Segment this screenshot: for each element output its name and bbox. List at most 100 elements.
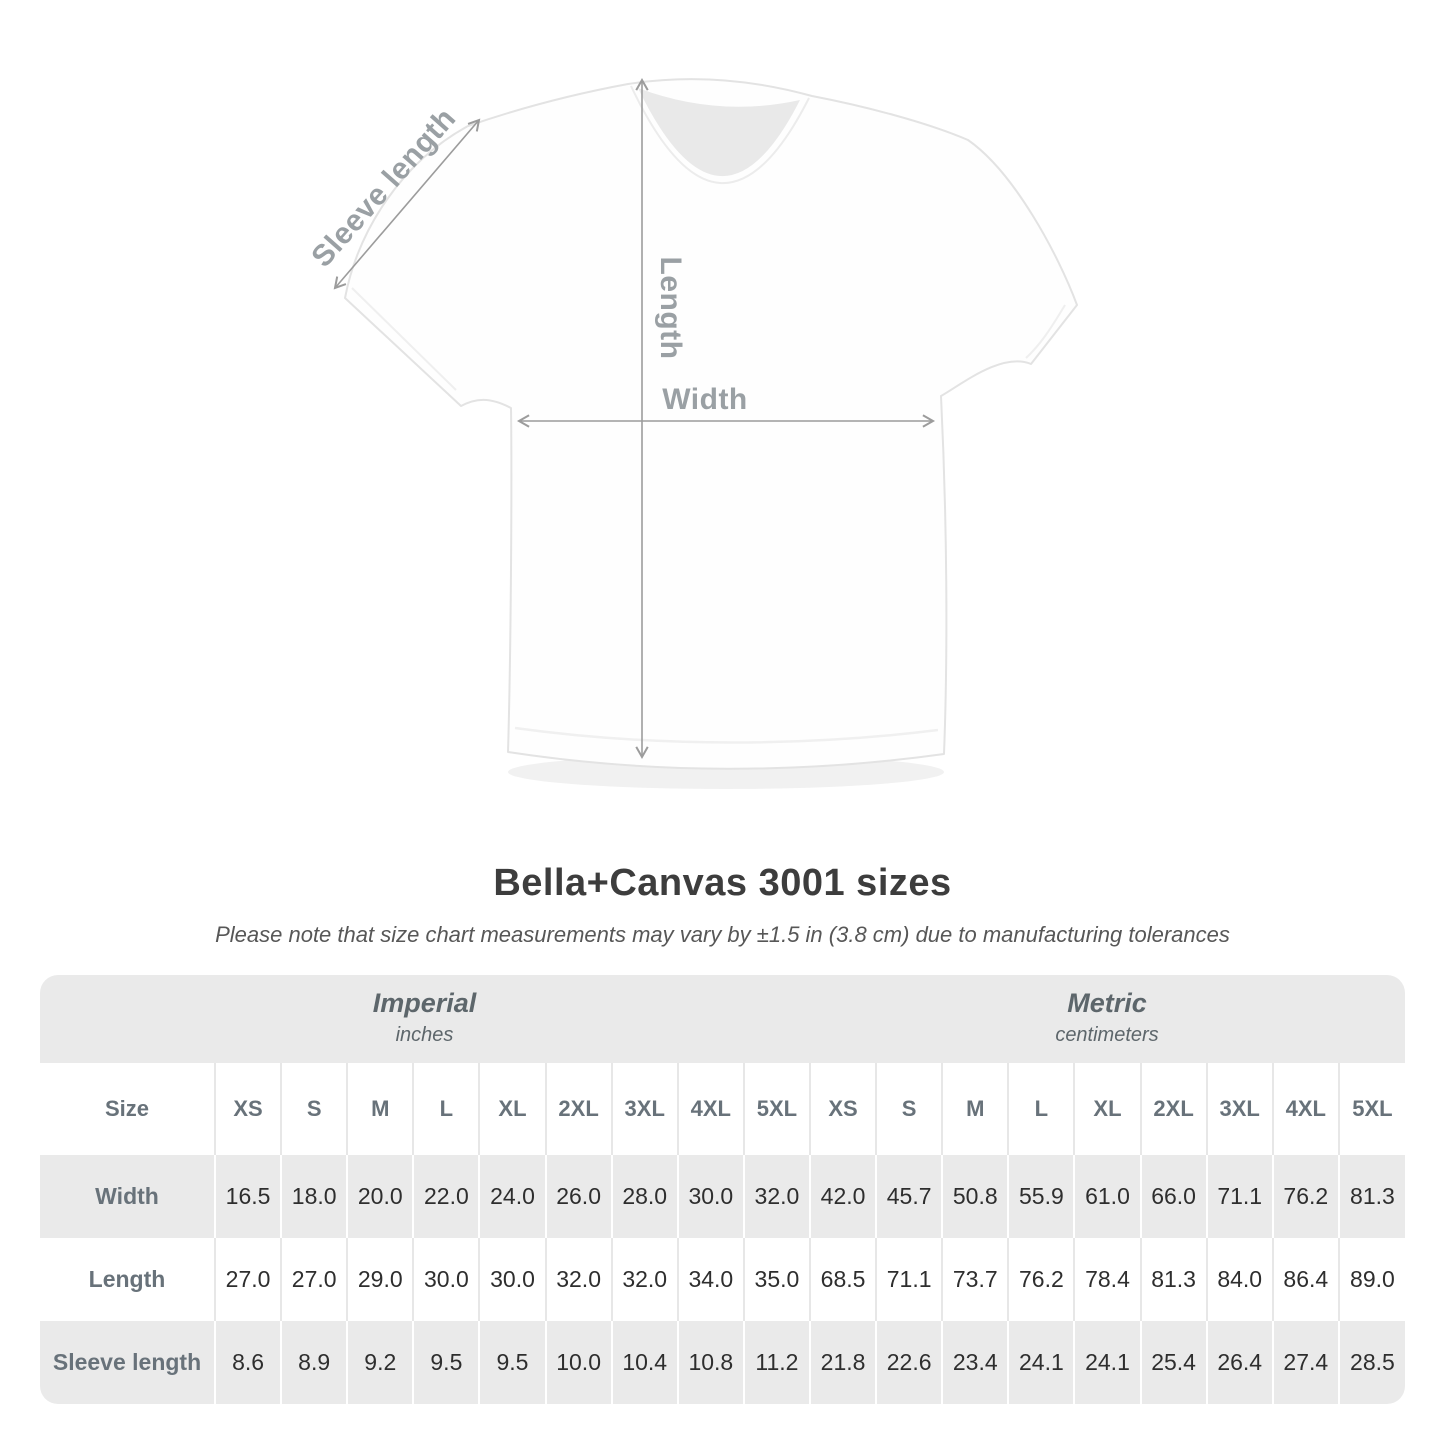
size-header-cell: XS xyxy=(213,1063,282,1155)
value-cell: 30.0 xyxy=(478,1238,546,1321)
row-label-cell: Width xyxy=(95,1183,159,1209)
value-cell: 9.5 xyxy=(478,1321,546,1404)
imperial-header: Imperial inches xyxy=(40,975,809,1063)
value-cell: 24.1 xyxy=(1007,1321,1075,1404)
unit-header-band: Imperial inches Metric centimeters xyxy=(40,975,1405,1063)
value-cell: 42.0 xyxy=(808,1155,877,1238)
value-cell: 76.2 xyxy=(1007,1238,1075,1321)
value-cell: 29.0 xyxy=(346,1238,414,1321)
value-cell: 18.0 xyxy=(280,1155,348,1238)
size-header-cell: 4XL xyxy=(1271,1063,1339,1155)
value-cell: 22.6 xyxy=(875,1321,943,1404)
value-cell: 50.8 xyxy=(941,1155,1009,1238)
value-cell: 71.1 xyxy=(875,1238,943,1321)
size-header-cell: L xyxy=(412,1063,480,1155)
value-cell: 10.0 xyxy=(544,1321,612,1404)
collar-seam xyxy=(630,85,810,185)
row-label-cell: Length xyxy=(88,1266,166,1292)
value-cell: 27.4 xyxy=(1271,1321,1339,1404)
value-cell: 45.7 xyxy=(875,1155,943,1238)
value-cell: 8.6 xyxy=(213,1321,282,1404)
size-header-cell: M xyxy=(941,1063,1009,1155)
value-cell: 30.0 xyxy=(676,1155,744,1238)
value-cell: 9.5 xyxy=(412,1321,480,1404)
page-title: Bella+Canvas 3001 sizes xyxy=(493,862,952,904)
right-sleeve-hem xyxy=(1025,304,1066,359)
value-cell: 71.1 xyxy=(1205,1155,1273,1238)
value-cell: 86.4 xyxy=(1271,1238,1339,1321)
size-header-row: Size XS S M L XL 2XL 3XL 4XL 5XL XS S M … xyxy=(40,1063,1405,1155)
size-header-cell: 3XL xyxy=(610,1063,678,1155)
value-cell: 55.9 xyxy=(1007,1155,1075,1238)
value-cell: 26.4 xyxy=(1205,1321,1273,1404)
size-table: Imperial inches Metric centimeters Size … xyxy=(40,975,1405,1404)
value-cell: 23.4 xyxy=(941,1321,1009,1404)
value-cell: 32.0 xyxy=(544,1238,612,1321)
size-header-cell: L xyxy=(1007,1063,1075,1155)
length-row: Length 27.0 27.0 29.0 30.0 30.0 32.0 32.… xyxy=(40,1238,1405,1321)
metric-title: Metric xyxy=(1067,988,1147,1018)
value-cell: 76.2 xyxy=(1271,1155,1339,1238)
sleeve-length-arrow xyxy=(333,118,481,290)
value-cell: 81.3 xyxy=(1337,1155,1405,1238)
value-cell: 66.0 xyxy=(1139,1155,1207,1238)
size-header-cell: 5XL xyxy=(1337,1063,1405,1155)
size-header-cell: XS xyxy=(808,1063,877,1155)
tshirt-measurement-diagram: Sleeve length Length Width xyxy=(305,77,1078,789)
value-cell: 11.2 xyxy=(742,1321,810,1404)
size-header-cell: S xyxy=(875,1063,943,1155)
value-cell: 84.0 xyxy=(1205,1238,1273,1321)
value-cell: 73.7 xyxy=(941,1238,1009,1321)
value-cell: 34.0 xyxy=(676,1238,744,1321)
value-cell: 32.0 xyxy=(610,1238,678,1321)
value-cell: 27.0 xyxy=(213,1238,282,1321)
value-cell: 24.1 xyxy=(1073,1321,1141,1404)
value-cell: 30.0 xyxy=(412,1238,480,1321)
page-subtitle: Please note that size chart measurements… xyxy=(215,922,1230,947)
size-header-cell: 4XL xyxy=(676,1063,744,1155)
value-cell: 26.0 xyxy=(544,1155,612,1238)
value-cell: 81.3 xyxy=(1139,1238,1207,1321)
value-cell: 32.0 xyxy=(742,1155,810,1238)
width-row: Width 16.5 18.0 20.0 22.0 24.0 26.0 28.0… xyxy=(40,1155,1405,1238)
metric-header: Metric centimeters xyxy=(809,975,1405,1063)
value-cell: 61.0 xyxy=(1073,1155,1141,1238)
size-header-cell: 2XL xyxy=(1139,1063,1207,1155)
value-cell: 35.0 xyxy=(742,1238,810,1321)
imperial-unit: inches xyxy=(395,1024,454,1046)
row-label-cell: Sleeve length xyxy=(52,1349,202,1375)
value-cell: 68.5 xyxy=(808,1238,877,1321)
size-header-cell: 2XL xyxy=(544,1063,612,1155)
value-cell: 28.0 xyxy=(610,1155,678,1238)
value-cell: 21.8 xyxy=(808,1321,877,1404)
value-cell: 27.0 xyxy=(280,1238,348,1321)
value-cell: 89.0 xyxy=(1337,1238,1405,1321)
width-label: Width xyxy=(662,383,748,416)
value-cell: 28.5 xyxy=(1337,1321,1405,1404)
size-table-grid: Size XS S M L XL 2XL 3XL 4XL 5XL XS S M … xyxy=(40,1063,1405,1404)
left-sleeve-hem xyxy=(351,287,457,391)
size-header-cell: S xyxy=(280,1063,348,1155)
sleeve-length-row: Sleeve length 8.6 8.9 9.2 9.5 9.5 10.0 1… xyxy=(40,1321,1405,1404)
collar-shadow xyxy=(638,88,800,177)
metric-unit: centimeters xyxy=(1055,1024,1159,1046)
corner-label: Size xyxy=(104,1096,150,1121)
size-header-cell: XL xyxy=(1073,1063,1141,1155)
value-cell: 16.5 xyxy=(213,1155,282,1238)
value-cell: 8.9 xyxy=(280,1321,348,1404)
size-header-cell: 3XL xyxy=(1205,1063,1273,1155)
value-cell: 24.0 xyxy=(478,1155,546,1238)
bottom-hem xyxy=(514,726,939,744)
tshirt-illustration xyxy=(344,78,1078,770)
imperial-title: Imperial xyxy=(372,988,477,1018)
size-header-cell: M xyxy=(346,1063,414,1155)
value-cell: 10.4 xyxy=(610,1321,678,1404)
value-cell: 25.4 xyxy=(1139,1321,1207,1404)
value-cell: 20.0 xyxy=(346,1155,414,1238)
length-label: Length xyxy=(654,257,687,360)
value-cell: 78.4 xyxy=(1073,1238,1141,1321)
value-cell: 22.0 xyxy=(412,1155,480,1238)
value-cell: 10.8 xyxy=(676,1321,744,1404)
size-header-cell: 5XL xyxy=(742,1063,810,1155)
